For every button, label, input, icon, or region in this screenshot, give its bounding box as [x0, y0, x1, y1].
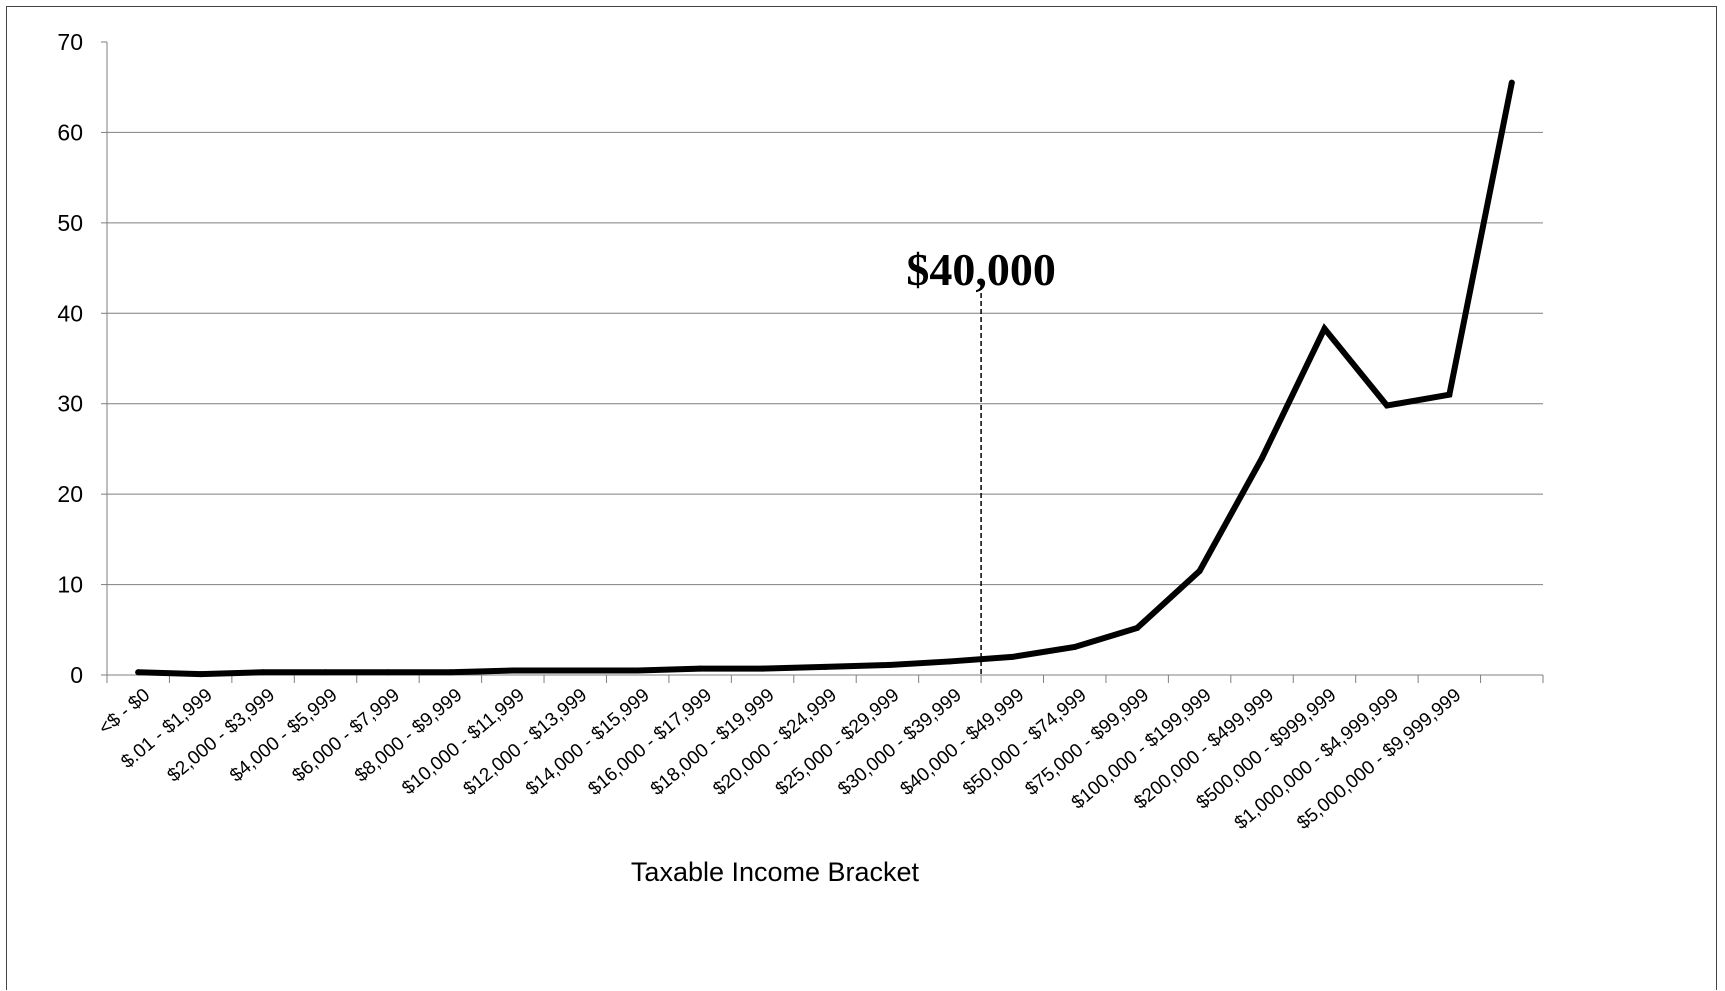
y-tick-label: 60	[57, 119, 83, 145]
data-point	[1009, 653, 1016, 660]
axes	[101, 41, 1544, 683]
y-tick-label: 50	[57, 210, 83, 236]
data-point	[197, 671, 204, 678]
data-point	[1196, 568, 1203, 575]
data-point	[1508, 79, 1515, 86]
data-point	[447, 669, 454, 676]
x-tick-label: <$ - $0	[95, 685, 154, 739]
data-point	[884, 662, 891, 669]
x-axis-title: Taxable Income Bracket	[631, 857, 920, 887]
gridlines	[107, 131, 1543, 586]
y-tick-label: 10	[57, 572, 83, 598]
data-point	[759, 665, 766, 672]
data-point	[509, 667, 516, 674]
y-tick-label: 70	[57, 29, 83, 55]
data-point	[946, 658, 953, 665]
annotation: $40,000	[906, 244, 1056, 675]
data-point	[1321, 325, 1328, 332]
x-tick-label: $2,000 - $3,999	[164, 685, 279, 787]
data-point	[135, 669, 142, 676]
data-point	[634, 667, 641, 674]
data-point	[697, 665, 704, 672]
data-point	[1134, 624, 1141, 631]
data-point	[260, 669, 267, 676]
series-layer	[135, 79, 1515, 678]
y-tick-labels: 0 10 20 30 40 50 60 70	[57, 29, 83, 688]
x-tick-label: $4,000 - $5,999	[226, 685, 341, 787]
y-tick-label: 30	[57, 391, 83, 417]
data-point	[572, 667, 579, 674]
data-point	[384, 669, 391, 676]
data-point	[322, 669, 329, 676]
data-point	[1383, 402, 1390, 409]
annotation-label: $40,000	[906, 244, 1056, 295]
chart-frame: 0 10 20 30 40 50 60 70 <$ - $0 $.01 - $1,999 $2,0…	[6, 6, 1717, 990]
x-tick-label: $6,000 - $7,999	[288, 685, 403, 787]
data-point	[1071, 643, 1078, 650]
series-line	[135, 79, 1515, 678]
data-point	[1259, 454, 1266, 461]
x-tick-labels: <$ - $0$.01 - $1,999$2,000 - $3,999$4,00…	[95, 685, 1465, 834]
y-tick-label: 40	[57, 300, 83, 326]
y-tick-label: 20	[57, 481, 83, 507]
data-point	[822, 663, 828, 670]
line-chart: 0 10 20 30 40 50 60 70 <$ - $0$.01 - $1,999$2,0…	[57, 29, 1544, 887]
data-point	[1446, 391, 1453, 398]
y-tick-label: 0	[70, 662, 83, 688]
x-tick-label: $8,000 - $9,999	[351, 685, 466, 787]
